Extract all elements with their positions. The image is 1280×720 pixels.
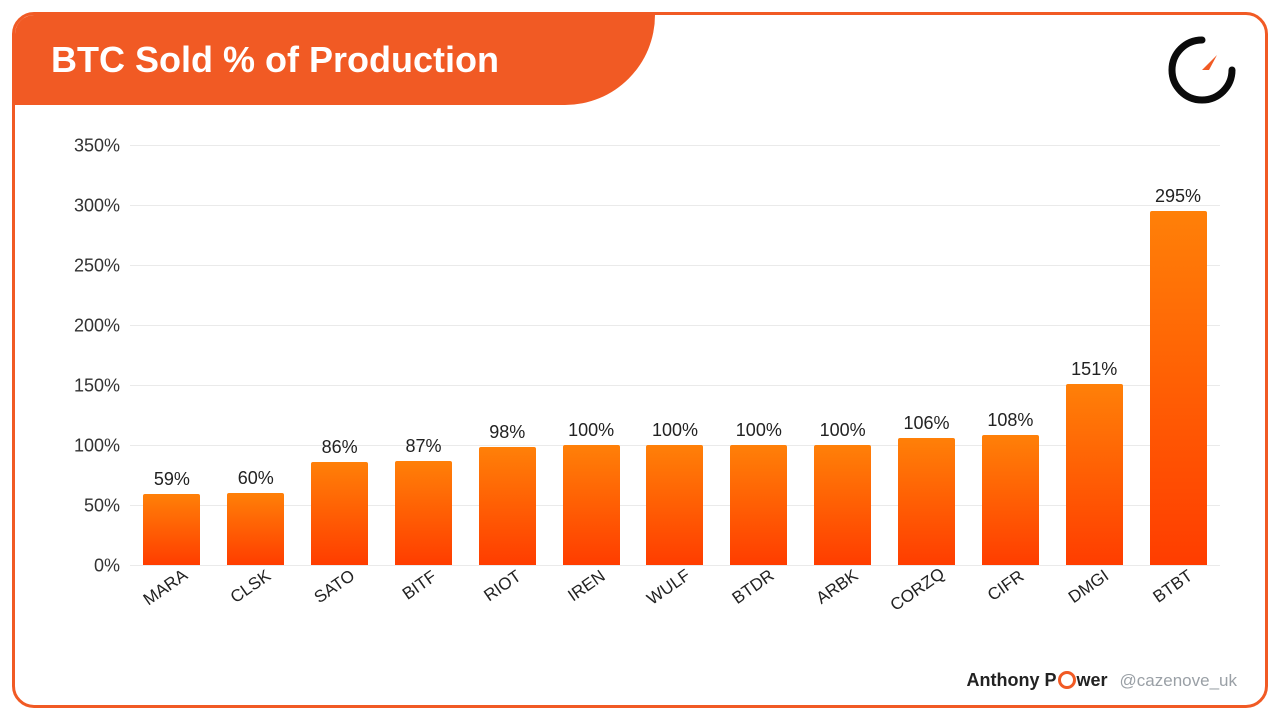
bar-slot: 295% <box>1136 145 1220 565</box>
bar <box>898 438 955 565</box>
y-axis-label: 50% <box>60 496 130 517</box>
x-label-slot: CLSK <box>214 565 298 625</box>
x-label-slot: MARA <box>130 565 214 625</box>
x-axis-labels: MARA CLSK SATO BITF RIOT IREN WULF BTDR ARBK CORZ… <box>130 565 1220 625</box>
x-axis-label: WULF <box>643 565 694 609</box>
x-axis-label: CLSK <box>227 566 275 608</box>
bar <box>563 445 620 565</box>
bar-value-label: 100% <box>568 420 614 441</box>
bar <box>1066 384 1123 565</box>
chart-plot: 0%50%100%150%200%250%300%350%59%60%86%87… <box>130 145 1220 565</box>
y-axis-label: 200% <box>60 316 130 337</box>
bar-slot: 100% <box>801 145 885 565</box>
chart-area: 0%50%100%150%200%250%300%350%59%60%86%87… <box>60 145 1230 625</box>
x-label-slot: WULF <box>633 565 717 625</box>
bar-value-label: 100% <box>820 420 866 441</box>
bar-value-label: 59% <box>154 469 190 490</box>
footer-brand-suffix: wer <box>1077 670 1108 691</box>
x-axis-label: RIOT <box>481 566 526 606</box>
bar <box>479 447 536 565</box>
x-axis-label: CIFR <box>984 566 1028 605</box>
chart-title: BTC Sold % of Production <box>51 39 499 81</box>
bar <box>1150 211 1207 565</box>
y-axis-label: 300% <box>60 196 130 217</box>
x-label-slot: BTDR <box>717 565 801 625</box>
x-label-slot: IREN <box>549 565 633 625</box>
x-axis-label: CORZQ <box>886 564 948 616</box>
x-label-slot: CORZQ <box>885 565 969 625</box>
x-label-slot: BTBT <box>1136 565 1220 625</box>
logo-pointer-icon <box>1202 55 1217 70</box>
x-axis-label: BITF <box>399 567 441 605</box>
bar-value-label: 295% <box>1155 186 1201 207</box>
x-label-slot: RIOT <box>465 565 549 625</box>
bar-value-label: 151% <box>1071 359 1117 380</box>
bar-slot: 86% <box>298 145 382 565</box>
bar-slot: 98% <box>465 145 549 565</box>
x-label-slot: SATO <box>298 565 382 625</box>
bar-slot: 100% <box>633 145 717 565</box>
y-axis-label: 150% <box>60 376 130 397</box>
footer-brand-prefix: Anthony P <box>967 670 1057 691</box>
x-label-slot: DMGI <box>1052 565 1136 625</box>
x-axis-label: MARA <box>140 565 192 610</box>
bar-slot: 151% <box>1052 145 1136 565</box>
y-axis-label: 350% <box>60 136 130 157</box>
bar-value-label: 98% <box>489 422 525 443</box>
bar-value-label: 100% <box>736 420 782 441</box>
bar <box>646 445 703 565</box>
title-tab: BTC Sold % of Production <box>15 15 655 105</box>
bar-value-label: 100% <box>652 420 698 441</box>
x-axis-label: SATO <box>310 566 358 608</box>
x-axis-label: IREN <box>565 566 610 606</box>
x-label-slot: ARBK <box>801 565 885 625</box>
bar-slot: 87% <box>382 145 466 565</box>
footer-handle: @cazenove_uk <box>1120 671 1237 691</box>
y-axis-label: 100% <box>60 436 130 457</box>
bar-value-label: 108% <box>987 410 1033 431</box>
y-axis-label: 250% <box>60 256 130 277</box>
bar-value-label: 106% <box>903 413 949 434</box>
bar-slot: 100% <box>717 145 801 565</box>
x-axis-label: BTDR <box>728 566 777 609</box>
bar <box>395 461 452 565</box>
bar <box>814 445 871 565</box>
x-axis-label: BTBT <box>1150 566 1197 607</box>
bar <box>311 462 368 565</box>
x-axis-label: ARBK <box>812 566 861 609</box>
bar-value-label: 60% <box>238 468 274 489</box>
chart-card: BTC Sold % of Production 0% 50% 100% 150% 20… <box>12 12 1268 708</box>
bars-container: 59% 60% 86% 87% 98% 100% 100% 100% 100% 106% 108% 1… <box>130 145 1220 565</box>
bar <box>143 494 200 565</box>
x-axis-label: DMGI <box>1065 566 1113 608</box>
x-label-slot: CIFR <box>968 565 1052 625</box>
bar-slot: 108% <box>968 145 1052 565</box>
bar-slot: 106% <box>885 145 969 565</box>
bar-slot: 59% <box>130 145 214 565</box>
y-axis-label: 0% <box>60 556 130 577</box>
bar-value-label: 86% <box>322 437 358 458</box>
bar-slot: 100% <box>549 145 633 565</box>
bar <box>227 493 284 565</box>
bar-value-label: 87% <box>405 436 441 457</box>
footer-brand-o-icon <box>1058 671 1076 689</box>
footer: Anthony P wer @cazenove_uk <box>967 668 1237 691</box>
brand-logo-icon <box>1167 35 1237 105</box>
footer-brand: Anthony P wer <box>967 668 1108 691</box>
bar-slot: 60% <box>214 145 298 565</box>
x-label-slot: BITF <box>382 565 466 625</box>
bar <box>730 445 787 565</box>
bar <box>982 435 1039 565</box>
